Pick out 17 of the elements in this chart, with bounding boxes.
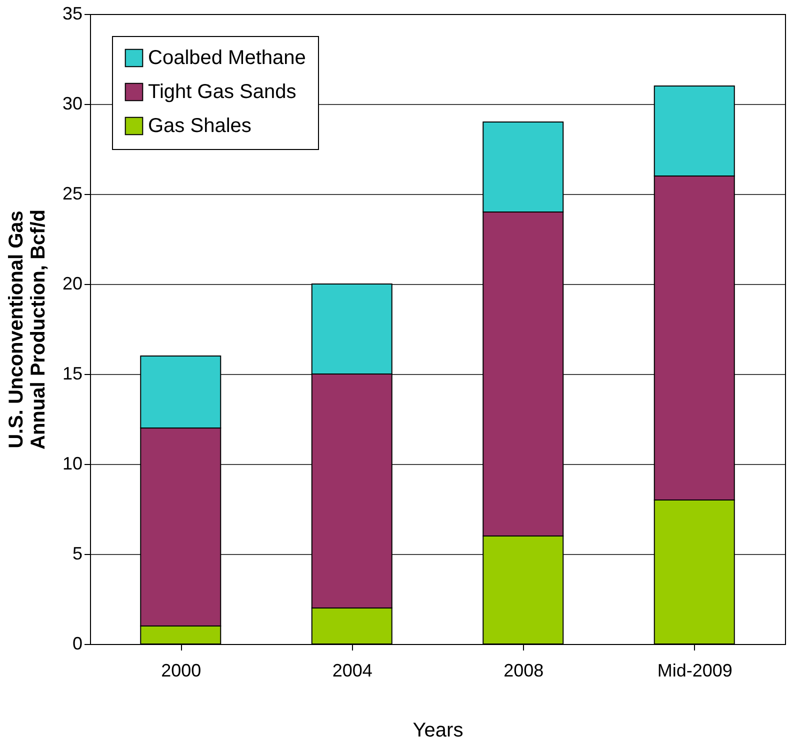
y-tick-label: 5 xyxy=(72,544,82,564)
x-tick-label: 2004 xyxy=(332,660,372,680)
y-tick-label: 20 xyxy=(62,274,82,294)
legend-label: Coalbed Methane xyxy=(148,47,306,69)
y-tick-label: 30 xyxy=(62,94,82,114)
x-tick-label: 2008 xyxy=(504,660,544,680)
y-tick-label: 10 xyxy=(62,454,82,474)
y-tick-label: 15 xyxy=(62,364,82,384)
y-tick-label: 25 xyxy=(62,184,82,204)
x-tick-label: 2000 xyxy=(161,660,202,680)
y-tick-label: 35 xyxy=(62,4,82,24)
y-tick-label: 0 xyxy=(72,634,82,654)
legend-label: Tight Gas Sands xyxy=(148,81,296,103)
x-tick-label: Mid-2009 xyxy=(657,660,732,680)
y-axis-title: U.S. Unconventional Gas Annual Production, Bcf/d xyxy=(5,210,50,450)
legend-label: Gas Shales xyxy=(148,115,252,137)
x-axis-title: Years xyxy=(412,720,464,742)
